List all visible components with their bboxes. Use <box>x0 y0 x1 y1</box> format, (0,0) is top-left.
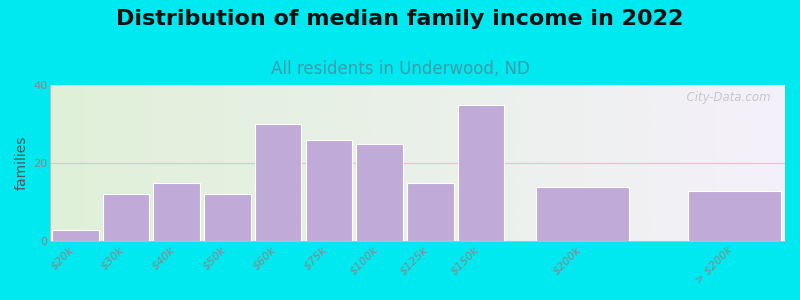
Bar <box>102 194 150 241</box>
Text: Distribution of median family income in 2022: Distribution of median family income in … <box>116 9 684 29</box>
Bar <box>306 140 352 241</box>
Bar <box>458 104 504 241</box>
Bar <box>154 183 200 241</box>
Text: City-Data.com: City-Data.com <box>678 91 770 104</box>
Bar <box>688 190 781 241</box>
Bar <box>407 183 454 241</box>
Bar <box>356 144 403 241</box>
Bar <box>204 194 250 241</box>
Bar <box>536 187 629 241</box>
Text: All residents in Underwood, ND: All residents in Underwood, ND <box>270 60 530 78</box>
Bar <box>52 230 98 241</box>
Y-axis label: families: families <box>15 136 29 190</box>
Bar <box>255 124 302 241</box>
